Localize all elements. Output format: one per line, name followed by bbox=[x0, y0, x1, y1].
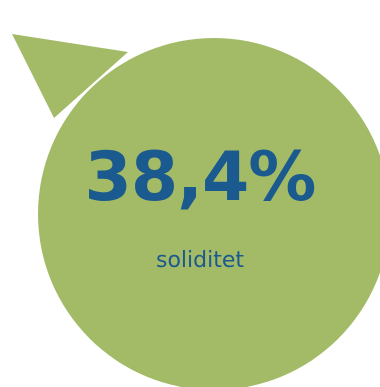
key-figure-value: 38,4% bbox=[84, 138, 317, 217]
speech-bubble-tail bbox=[12, 34, 128, 118]
speech-bubble-circle bbox=[38, 38, 380, 387]
key-figure-caption: soliditet bbox=[155, 248, 244, 273]
